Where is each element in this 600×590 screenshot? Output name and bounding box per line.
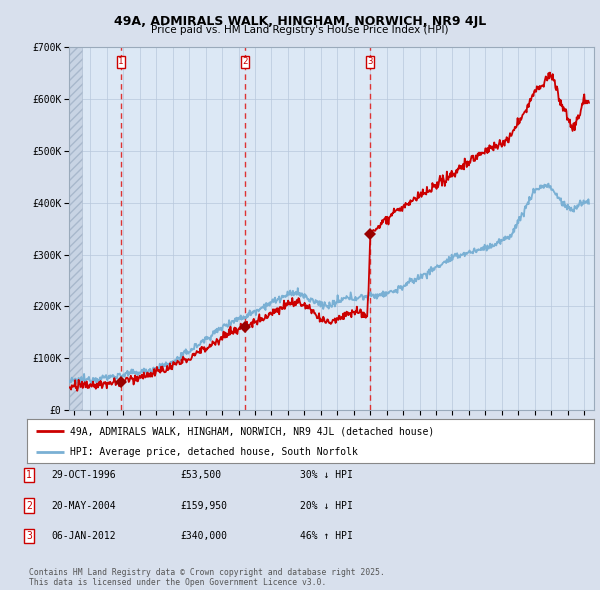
Text: 30% ↓ HPI: 30% ↓ HPI (300, 470, 353, 480)
Text: 20-MAY-2004: 20-MAY-2004 (51, 501, 116, 510)
Text: HPI: Average price, detached house, South Norfolk: HPI: Average price, detached house, Sout… (70, 447, 358, 457)
Text: 49A, ADMIRALS WALK, HINGHAM, NORWICH, NR9 4JL (detached house): 49A, ADMIRALS WALK, HINGHAM, NORWICH, NR… (70, 427, 434, 436)
Text: 06-JAN-2012: 06-JAN-2012 (51, 532, 116, 541)
Text: 2: 2 (242, 57, 248, 66)
Text: 1: 1 (26, 470, 32, 480)
Text: 2: 2 (26, 501, 32, 510)
Text: 1: 1 (118, 57, 123, 66)
Text: 20% ↓ HPI: 20% ↓ HPI (300, 501, 353, 510)
Text: 3: 3 (367, 57, 373, 66)
Text: Price paid vs. HM Land Registry's House Price Index (HPI): Price paid vs. HM Land Registry's House … (151, 25, 449, 35)
Text: 3: 3 (26, 532, 32, 541)
Text: £340,000: £340,000 (180, 532, 227, 541)
Text: Contains HM Land Registry data © Crown copyright and database right 2025.
This d: Contains HM Land Registry data © Crown c… (29, 568, 385, 587)
Text: £159,950: £159,950 (180, 501, 227, 510)
Bar (69, 47, 82, 410)
Text: 49A, ADMIRALS WALK, HINGHAM, NORWICH, NR9 4JL: 49A, ADMIRALS WALK, HINGHAM, NORWICH, NR… (114, 15, 486, 28)
Text: 29-OCT-1996: 29-OCT-1996 (51, 470, 116, 480)
Text: 46% ↑ HPI: 46% ↑ HPI (300, 532, 353, 541)
Text: £53,500: £53,500 (180, 470, 221, 480)
